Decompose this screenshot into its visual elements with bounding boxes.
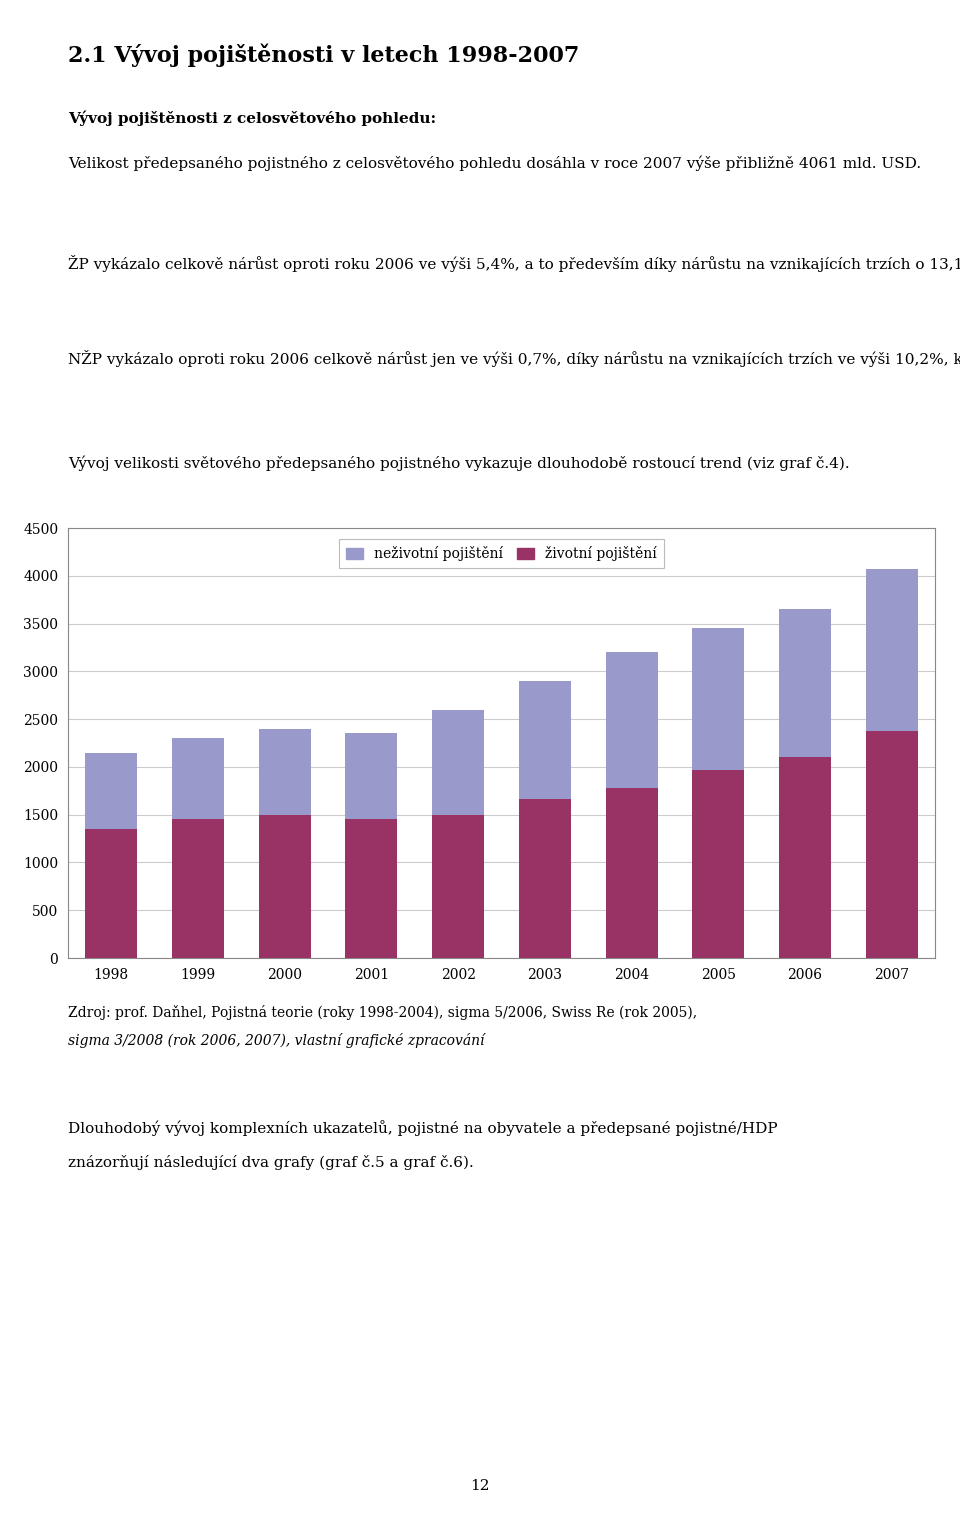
Text: 12: 12: [470, 1479, 490, 1493]
Bar: [172, 739, 224, 819]
Text: ŽP vykázalo celkově nárůst oproti roku 2006 ve výši 5,4%, a to především díky ná: ŽP vykázalo celkově nárůst oproti roku 2…: [68, 254, 960, 273]
Text: Dlouhodobý vývoj komplexních ukazatelů, pojistné na obyvatele a předepsané pojis: Dlouhodobý vývoj komplexních ukazatelů, …: [68, 1119, 778, 1136]
Bar: [85, 752, 137, 829]
Text: Velikost předepsaného pojistného z celosvětového pohledu dosáhla v roce 2007 výš: Velikost předepsaného pojistného z celos…: [68, 155, 922, 171]
Bar: [866, 570, 918, 731]
Text: Vývoj pojištěnosti z celosvětového pohledu:: Vývoj pojištěnosti z celosvětového pohle…: [68, 110, 436, 125]
Bar: [606, 787, 658, 958]
Bar: [518, 800, 571, 958]
Bar: [172, 819, 224, 958]
Bar: [346, 819, 397, 958]
Text: 2.1 Vývoj pojištěnosti v letech 1998-2007: 2.1 Vývoj pojištěnosti v letech 1998-200…: [68, 43, 580, 67]
Text: Vývoj velikosti světového předepsaného pojistného vykazuje dlouhodobě rostoucí t: Vývoj velikosti světového předepsaného p…: [68, 455, 850, 471]
Bar: [432, 815, 484, 958]
Bar: [692, 769, 744, 958]
Text: znázorňují následující dva grafy (graf č.5 a graf č.6).: znázorňují následující dva grafy (graf č…: [68, 1154, 473, 1170]
Bar: [866, 731, 918, 958]
Text: sigma 3/2008 (rok 2006, 2007), vlastní grafické zpracování: sigma 3/2008 (rok 2006, 2007), vlastní g…: [68, 1033, 485, 1048]
Bar: [259, 728, 311, 815]
Bar: [779, 609, 831, 757]
Bar: [85, 829, 137, 958]
Bar: [346, 734, 397, 819]
Bar: [692, 629, 744, 769]
Text: Zdroj: prof. Daňhel, Pojistná teorie (roky 1998-2004), sigma 5/2006, Swiss Re (r: Zdroj: prof. Daňhel, Pojistná teorie (ro…: [68, 1005, 697, 1020]
Bar: [432, 710, 484, 815]
Legend: neživotní pojištění, životní pojištění: neživotní pojištění, životní pojištění: [340, 539, 663, 568]
Text: Graf č.4:  Předepsané pojistné – vývoj z celosvětového pohledu (v mld. USD): Graf č.4: Předepsané pojistné – vývoj z …: [68, 545, 713, 560]
Bar: [259, 815, 311, 958]
Bar: [779, 757, 831, 958]
Bar: [518, 681, 571, 800]
Bar: [606, 652, 658, 787]
Text: NŽP vykázalo oproti roku 2006 celkově nárůst jen ve výši 0,7%, díky nárůstu na v: NŽP vykázalo oproti roku 2006 celkově ná…: [68, 350, 960, 367]
